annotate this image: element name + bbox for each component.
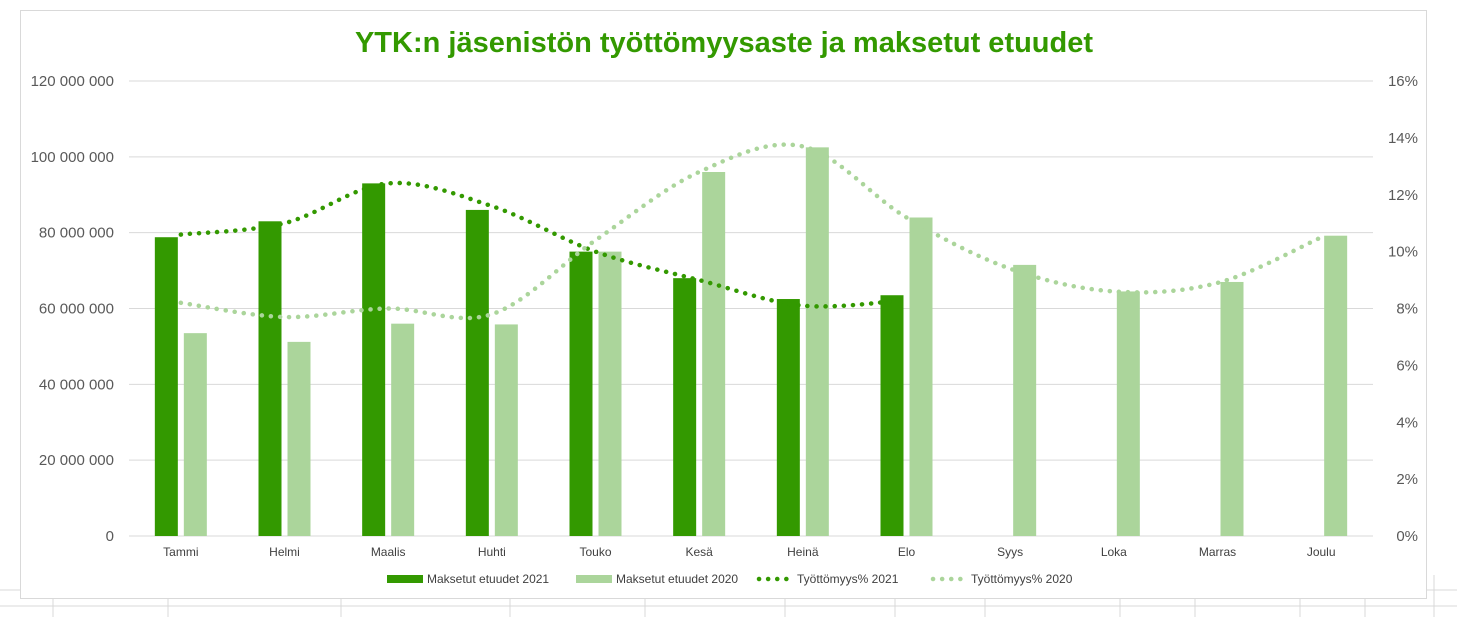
bar bbox=[287, 341, 311, 536]
bar bbox=[776, 299, 800, 536]
category-label: Loka bbox=[1101, 545, 1127, 559]
legend-label: Maksetut etuudet 2020 bbox=[616, 572, 738, 586]
left-tick-label: 120 000 000 bbox=[31, 73, 114, 90]
category-label: Maalis bbox=[371, 545, 406, 559]
bar-series bbox=[154, 147, 1348, 536]
left-tick-label: 100 000 000 bbox=[31, 149, 114, 166]
chart-title: YTK:n jäsenistön työttömyysaste ja makse… bbox=[355, 27, 1093, 59]
legend: Maksetut etuudet 2021 Maksetut etuudet 20… bbox=[387, 572, 1073, 586]
legend-label: Työttömyys% 2021 bbox=[797, 572, 899, 586]
bar bbox=[494, 324, 518, 536]
bar bbox=[1220, 281, 1244, 536]
right-tick-label: 4% bbox=[1396, 414, 1418, 431]
category-label: Joulu bbox=[1307, 545, 1336, 559]
right-tick-label: 12% bbox=[1388, 187, 1418, 204]
chart-area[interactable]: YTK:n jäsenistön työttömyysaste ja makse… bbox=[20, 10, 1427, 599]
right-axis-ticks: 0% 2% 4% 6% 8% 10% 12% 14% 16% bbox=[1388, 73, 1418, 545]
right-tick-label: 14% bbox=[1388, 130, 1418, 147]
bar bbox=[154, 237, 178, 536]
legend-label: Maksetut etuudet 2021 bbox=[427, 572, 549, 586]
bar bbox=[391, 323, 415, 536]
left-axis-ticks: 0 20 000 000 40 000 000 60 000 000 80 000 00… bbox=[31, 73, 114, 545]
bar bbox=[702, 172, 726, 536]
right-tick-label: 0% bbox=[1396, 528, 1418, 545]
bar bbox=[258, 221, 282, 536]
category-label: Heinä bbox=[787, 545, 819, 559]
gridlines bbox=[129, 80, 1373, 537]
category-label: Kesä bbox=[685, 545, 713, 559]
right-tick-label: 2% bbox=[1396, 471, 1418, 488]
right-tick-label: 6% bbox=[1396, 357, 1418, 374]
bar bbox=[598, 251, 622, 536]
category-label: Helmi bbox=[269, 545, 300, 559]
legend-swatch bbox=[576, 575, 612, 583]
right-tick-label: 16% bbox=[1388, 73, 1418, 90]
left-tick-label: 80 000 000 bbox=[39, 225, 114, 242]
right-tick-label: 10% bbox=[1388, 244, 1418, 261]
category-label: Huhti bbox=[478, 545, 506, 559]
category-label: Touko bbox=[579, 545, 611, 559]
line-series-2020 bbox=[178, 142, 1324, 321]
line-series-2021 bbox=[178, 180, 909, 309]
left-tick-label: 40 000 000 bbox=[39, 376, 114, 393]
left-tick-label: 0 bbox=[106, 528, 114, 545]
bar bbox=[880, 295, 904, 536]
bar bbox=[183, 333, 207, 536]
category-label: Syys bbox=[997, 545, 1023, 559]
legend-label: Työttömyys% 2020 bbox=[971, 572, 1073, 586]
bar bbox=[1013, 264, 1037, 536]
category-label: Elo bbox=[898, 545, 916, 559]
bar bbox=[1116, 291, 1140, 536]
category-labels: Tammi Helmi Maalis Huhti Touko Kesä Heinä Elo Sy… bbox=[163, 545, 1335, 559]
line-series bbox=[178, 142, 1324, 321]
left-tick-label: 20 000 000 bbox=[39, 452, 114, 469]
bar bbox=[805, 147, 829, 536]
bar bbox=[673, 278, 697, 536]
chart-svg: YTK:n jäsenistön työttömyysaste ja makse… bbox=[31, 27, 1418, 586]
category-label: Marras bbox=[1199, 545, 1236, 559]
bar bbox=[569, 251, 593, 536]
bar bbox=[1324, 235, 1348, 536]
right-tick-label: 8% bbox=[1396, 301, 1418, 318]
bar bbox=[465, 209, 489, 536]
left-tick-label: 60 000 000 bbox=[39, 301, 114, 318]
bar bbox=[362, 183, 386, 536]
legend-swatch bbox=[387, 575, 423, 583]
category-label: Tammi bbox=[163, 545, 198, 559]
bar bbox=[909, 217, 933, 536]
